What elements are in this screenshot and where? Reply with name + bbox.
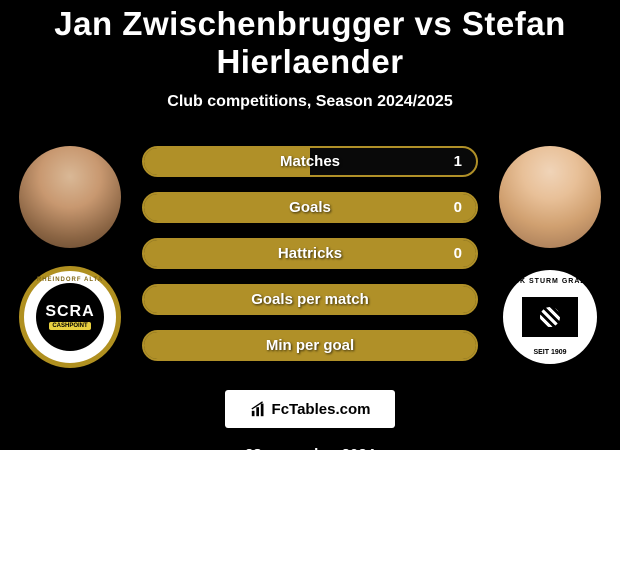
club-right-badge: SK STURM GRAZ SEIT 1909 [499, 266, 601, 368]
brand-text: FcTables.com [272, 401, 371, 418]
club-left-sub-text: CASHPOINT [49, 322, 90, 330]
stat-label: Matches [280, 153, 340, 170]
club-left-badge: RHEINDORF ALTA SCRA CASHPOINT [19, 266, 121, 368]
club-right-inner [522, 297, 578, 337]
stat-value-right: 0 [454, 245, 462, 262]
subtitle: Club competitions, Season 2024/2025 [0, 93, 620, 111]
club-left-inner: SCRA CASHPOINT [36, 283, 104, 351]
stat-value-right: 0 [454, 199, 462, 216]
stat-label: Min per goal [266, 337, 354, 354]
brand-chart-icon [250, 400, 268, 418]
content-row: RHEINDORF ALTA SCRA CASHPOINT Matches 1 Go… [0, 146, 620, 368]
club-right-arc-top: SK STURM GRAZ [514, 278, 585, 285]
stat-label: Goals [289, 199, 331, 216]
page-title: Jan Zwischenbrugger vs Stefan Hierlaende… [0, 5, 620, 81]
stat-bar: Matches 1 [142, 146, 478, 177]
stat-value-right: 1 [454, 153, 462, 170]
club-left-main-text: SCRA [45, 304, 94, 320]
stat-label: Goals per match [251, 291, 369, 308]
comparison-card: Jan Zwischenbrugger vs Stefan Hierlaende… [0, 0, 620, 450]
stat-label: Hattricks [278, 245, 342, 262]
player-right-avatar [499, 146, 601, 248]
below-whitespace [0, 450, 620, 580]
stat-bar: Min per goal [142, 330, 478, 361]
stats-column: Matches 1 Goals 0 Hattricks 0 Goals per match M… [130, 146, 490, 361]
player-right-column: SK STURM GRAZ SEIT 1909 [490, 146, 610, 368]
player-left-avatar [19, 146, 121, 248]
club-right-ball-icon [540, 307, 560, 327]
stat-bar: Goals per match [142, 284, 478, 315]
club-right-arc-bottom: SEIT 1909 [533, 349, 566, 356]
player-left-column: RHEINDORF ALTA SCRA CASHPOINT [10, 146, 130, 368]
stat-bar: Goals 0 [142, 192, 478, 223]
brand-badge: FcTables.com [225, 390, 395, 428]
date-label: 28 november 2024 [0, 446, 620, 463]
stat-bar: Hattricks 0 [142, 238, 478, 269]
